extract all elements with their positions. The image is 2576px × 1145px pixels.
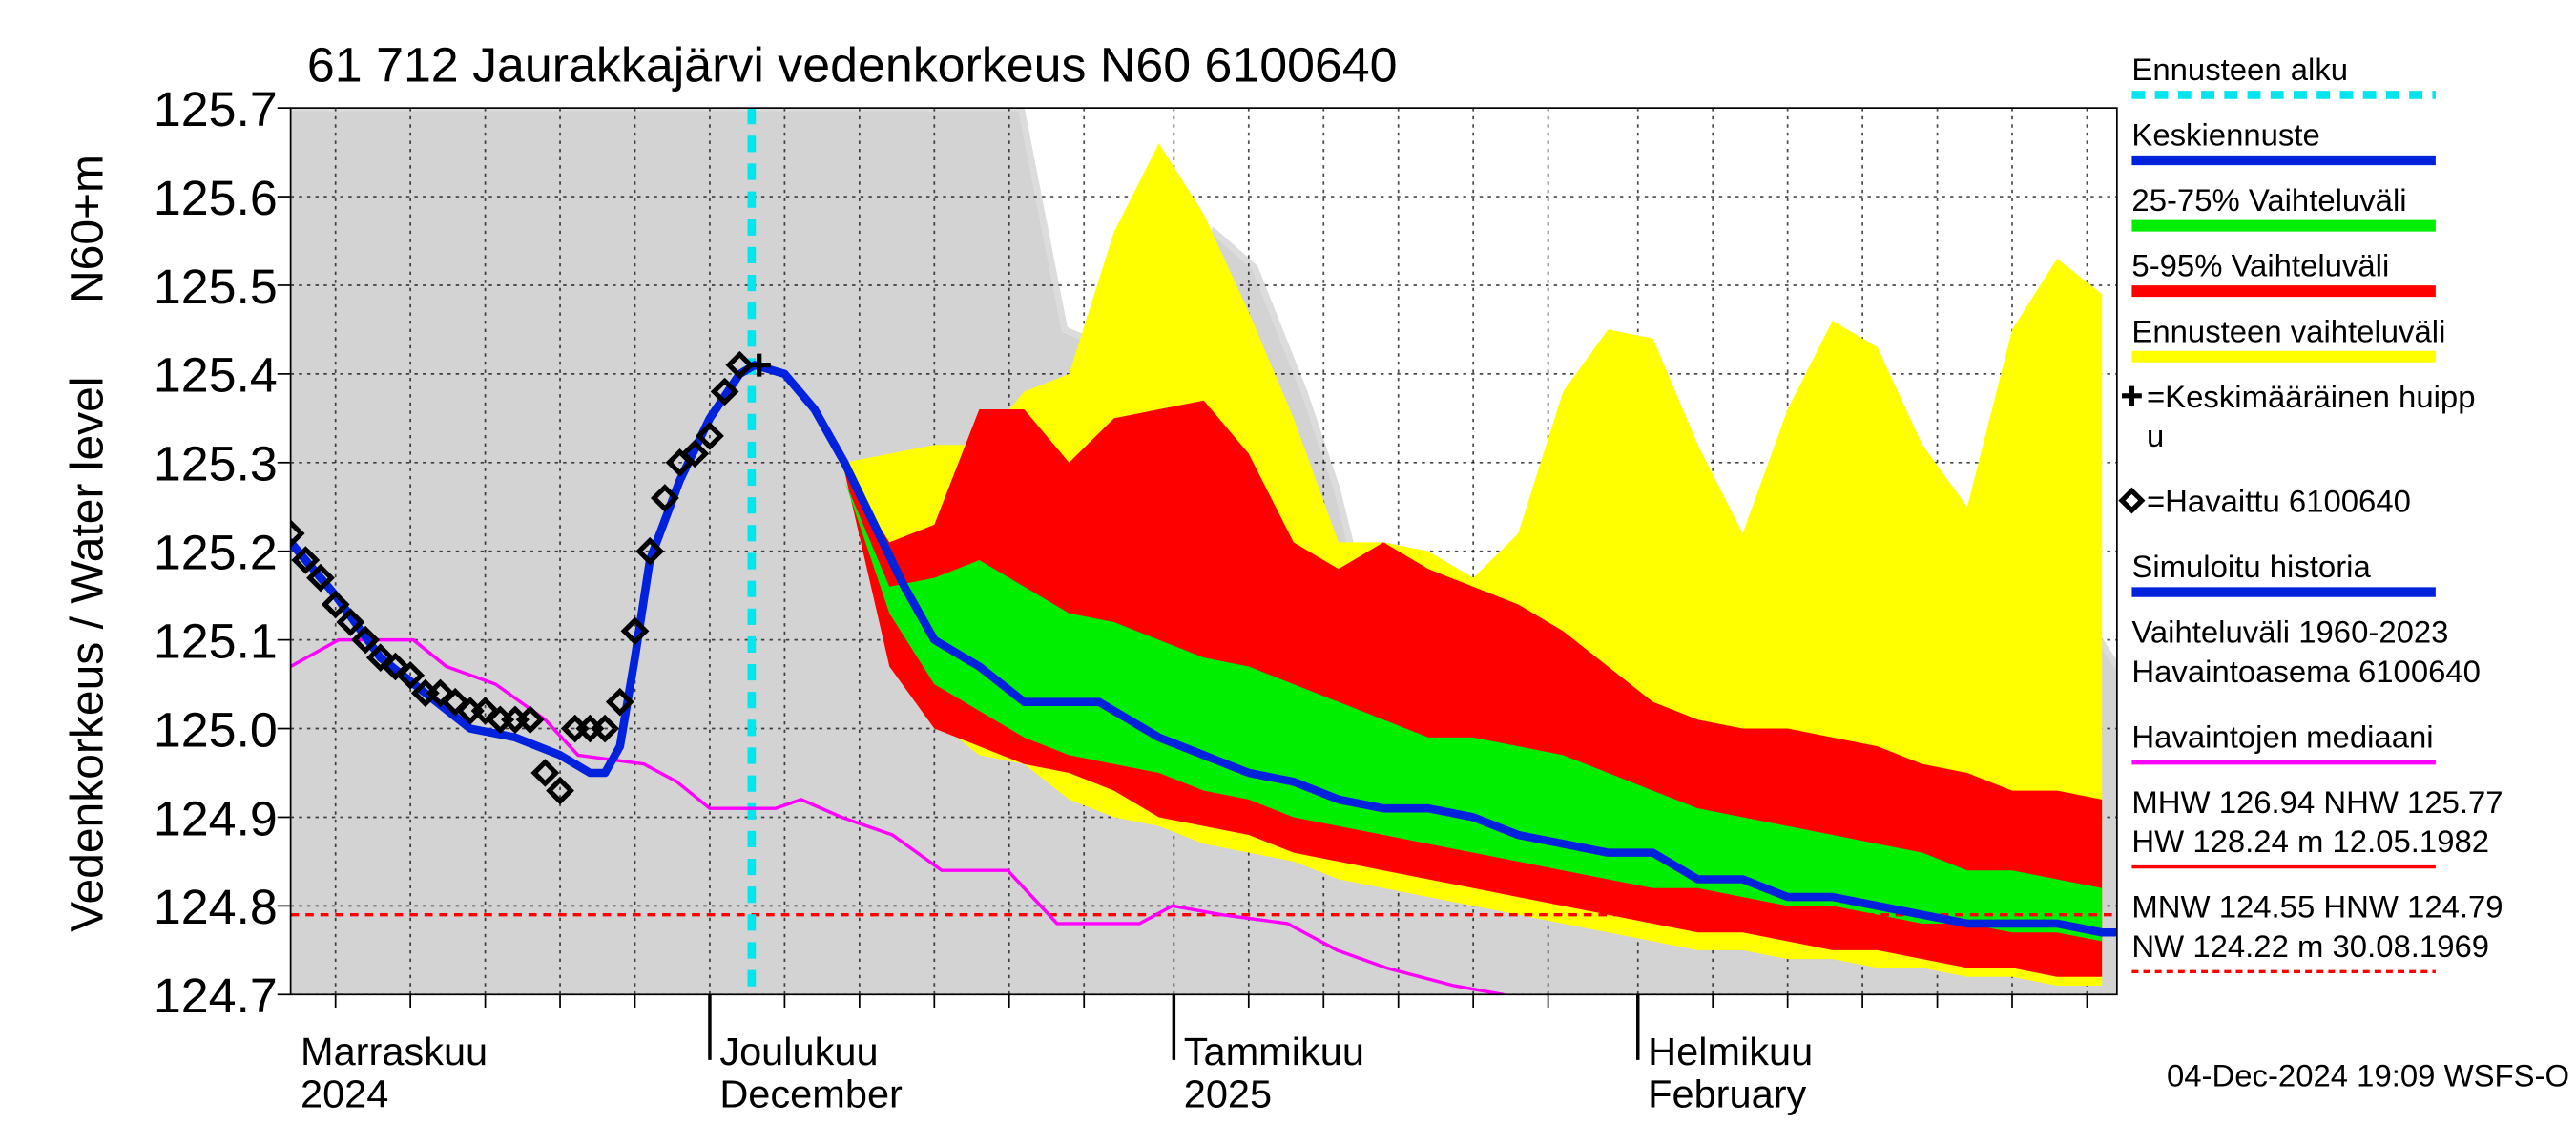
x-tick-label: 2025 xyxy=(1184,1072,1272,1116)
legend: Ennusteen alku Keskiennuste 25-75% Vaihtel… xyxy=(2118,52,2503,973)
legend-label: Ennusteen alku xyxy=(2131,52,2348,87)
x-tick-label: February xyxy=(1648,1072,1807,1116)
y-tick-label: 125.2 xyxy=(154,525,278,580)
legend-marker xyxy=(2122,385,2142,406)
legend-label: Ennusteen vaihteluväli xyxy=(2131,313,2445,348)
observed-point xyxy=(605,687,634,717)
y-tick-label: 125.3 xyxy=(154,436,278,491)
y-tick-label: 125.6 xyxy=(154,170,278,225)
observed-point xyxy=(591,714,620,743)
observed-point xyxy=(291,546,321,574)
y-tick-label: 124.7 xyxy=(154,968,278,1023)
y-axis-label: Vedenkorkeus / Water level xyxy=(61,377,113,932)
observed-point xyxy=(306,563,335,593)
legend-label: MHW 126.94 NHW 125.77 xyxy=(2131,784,2503,820)
series-line xyxy=(750,361,2117,937)
x-tick-label: 2024 xyxy=(301,1072,388,1116)
x-tick-label: December xyxy=(719,1072,903,1116)
legend-label: Vaihteluväli 1960-2023 xyxy=(2131,614,2448,650)
observed-point xyxy=(515,705,545,735)
observed-point xyxy=(321,590,350,619)
y-tick-label: 124.9 xyxy=(154,791,278,846)
chart-title: 61 712 Jaurakkajärvi vedenkorkeus N60 61… xyxy=(307,37,1398,93)
x-tick-label: Helmikuu xyxy=(1648,1030,1813,1073)
observed-point xyxy=(365,643,395,672)
y-tick-label: 125.4 xyxy=(154,347,278,403)
legend-label: 5-95% Vaihteluväli xyxy=(2131,248,2389,283)
observed-point xyxy=(426,678,455,708)
plot-area xyxy=(290,108,2117,995)
legend-label: Havaintoasema 6100640 xyxy=(2131,654,2481,689)
legend-label: u xyxy=(2147,418,2164,453)
legend-label: =Havaittu 6100640 xyxy=(2147,484,2411,519)
observed-point xyxy=(696,422,724,450)
x-tick-label: Marraskuu xyxy=(301,1030,488,1073)
observed-point xyxy=(396,661,426,690)
y-axis-unit: N60+m xyxy=(61,155,113,303)
axes: 124.7 124.8 124.9 125.0 125.1 125.2 125.3 125.4… xyxy=(154,81,2118,1116)
legend-label: MNW 124.55 HNW 124.79 xyxy=(2131,889,2503,925)
observed-point xyxy=(290,519,305,548)
observed-point xyxy=(441,687,470,717)
y-tick-label: 125.7 xyxy=(154,81,278,136)
observed-point xyxy=(650,484,679,512)
observed-point xyxy=(620,616,650,646)
legend-label: 25-75% Vaihteluväli xyxy=(2131,182,2406,218)
observed-point xyxy=(530,759,560,787)
y-tick-label: 124.8 xyxy=(154,879,278,934)
observed-point xyxy=(470,697,500,725)
observed-point xyxy=(336,608,365,636)
timestamp: 04-Dec-2024 19:09 WSFS-O xyxy=(2167,1057,2569,1093)
y-tick-label: 125.5 xyxy=(154,259,278,314)
observed-point xyxy=(351,625,380,655)
y-tick-label: 125.1 xyxy=(154,614,278,669)
legend-label: =Keskimääräinen huipp xyxy=(2147,379,2476,414)
legend-label: Keskiennuste xyxy=(2131,117,2319,153)
observed-point xyxy=(680,439,710,468)
legend-label: Havaintojen mediaani xyxy=(2131,719,2433,755)
x-tick-label: Joulukuu xyxy=(719,1030,878,1073)
legend-label: HW 128.24 m 12.05.1982 xyxy=(2131,823,2489,859)
peak-marker xyxy=(747,353,771,377)
observed-point xyxy=(381,652,410,681)
y-tick-label: 125.0 xyxy=(154,702,278,758)
observed-point xyxy=(725,350,755,380)
observed-point xyxy=(710,377,739,406)
observed-point xyxy=(546,776,574,805)
legend-label: NW 124.22 m 30.08.1969 xyxy=(2131,928,2489,964)
series-line xyxy=(290,637,1506,995)
x-tick-label: Tammikuu xyxy=(1184,1030,1364,1073)
legend-marker xyxy=(2118,487,2146,514)
band xyxy=(844,480,2103,942)
legend-label: Simuloitu historia xyxy=(2131,549,2371,584)
observed-point xyxy=(635,536,665,566)
